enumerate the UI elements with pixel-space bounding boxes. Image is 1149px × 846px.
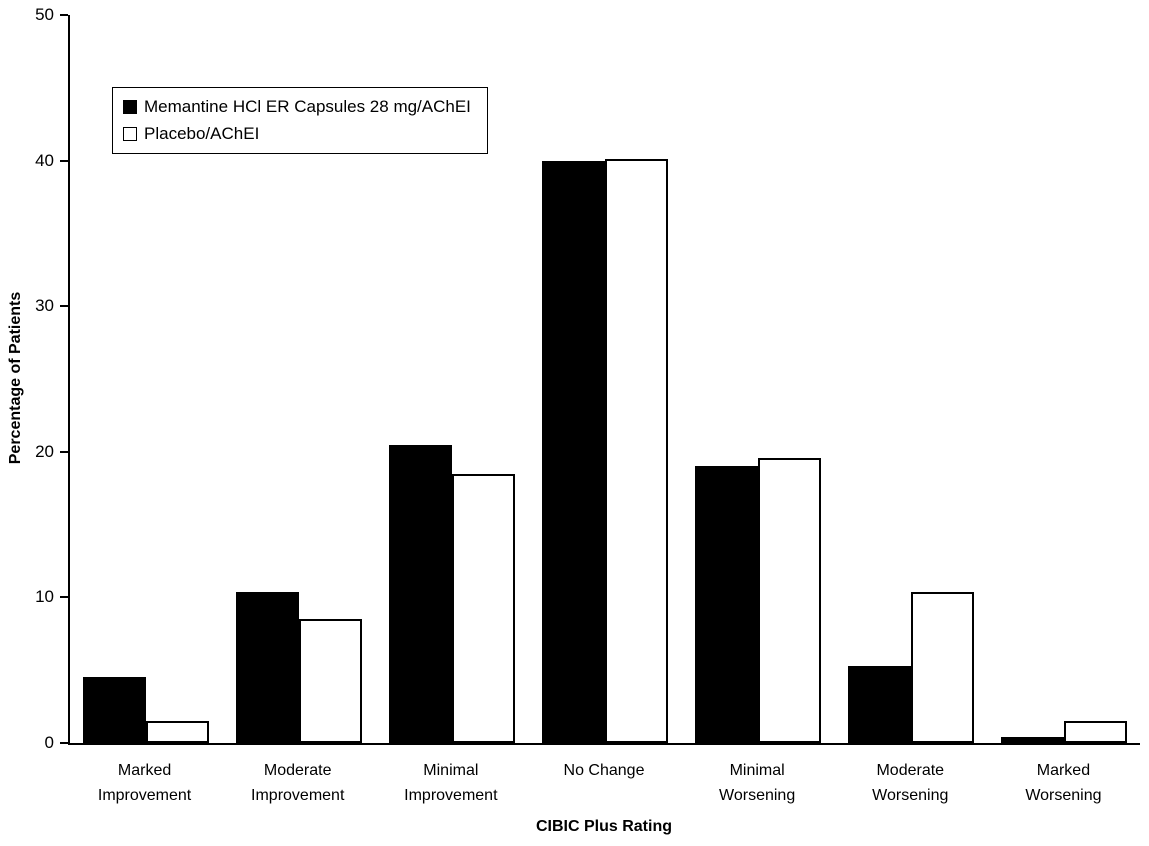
bar	[542, 160, 605, 743]
x-tick-label-line: Moderate	[263, 762, 332, 779]
x-tick-label: No Change	[527, 758, 680, 808]
legend: Memantine HCl ER Capsules 28 mg/AChEI Pla…	[112, 87, 488, 154]
bars-container	[70, 15, 1140, 743]
x-tick-label: Minimal Improvement	[374, 758, 527, 808]
y-tick-label: 50	[35, 5, 54, 24]
legend-swatch-filled-icon	[123, 100, 137, 114]
bar-group	[223, 15, 376, 743]
x-tick-label-line: Improvement	[97, 787, 192, 804]
x-tick-label-line: Improvement	[404, 787, 498, 804]
bar	[236, 591, 300, 743]
bar	[694, 466, 758, 743]
y-tick-mark	[60, 742, 68, 744]
x-tick-label-line: Minimal	[423, 762, 479, 779]
bar-group	[834, 15, 987, 743]
y-tick-mark	[60, 305, 68, 308]
bar	[83, 677, 147, 743]
x-tick-label-line: Moderate	[876, 762, 945, 779]
bar-group	[681, 15, 834, 743]
y-tick-label: 20	[35, 441, 54, 461]
bar	[389, 444, 453, 743]
x-axis-labels: Marked Improvement Moderate Improvement Mini…	[68, 758, 1140, 808]
bar	[299, 619, 363, 743]
bar-group	[376, 15, 529, 743]
bar	[452, 473, 516, 743]
y-axis-title: Percentage of Patients	[7, 291, 24, 465]
y-tick-label: 30	[35, 296, 54, 316]
bar-group	[987, 15, 1140, 743]
bar	[1063, 721, 1127, 743]
x-tick-label: Minimal Worsening	[681, 758, 834, 808]
plot-area: Memantine HCl ER Capsules 28 mg/AChEI Pla…	[35, 5, 1140, 752]
bar	[757, 457, 821, 743]
x-axis-title: CIBIC Plus Rating	[535, 818, 672, 835]
bar	[605, 159, 668, 743]
legend-swatch-outline-icon	[123, 127, 137, 141]
x-tick-label: Marked Improvement	[68, 758, 221, 808]
x-tick-label-line: No Change	[563, 762, 645, 779]
x-tick-label: Moderate Improvement	[221, 758, 374, 808]
x-tick-label-line: Minimal	[729, 762, 785, 779]
y-tick-mark	[60, 450, 68, 453]
x-tick-label-line: Improvement	[251, 787, 345, 804]
legend-label: Placebo/AChEI	[144, 124, 260, 143]
bar-group	[529, 15, 682, 743]
y-tick-label: 0	[44, 733, 54, 752]
y-tick-label: 40	[35, 150, 54, 170]
bar	[1000, 737, 1064, 743]
x-tick-label: Moderate Worsening	[834, 758, 987, 808]
x-tick-label-line: Worsening	[1025, 787, 1102, 804]
bar-group	[70, 15, 223, 743]
legend-label: Memantine HCl ER Capsules 28 mg/AChEI	[144, 97, 471, 116]
bar	[146, 721, 210, 743]
y-tick-mark	[60, 159, 68, 162]
x-tick-label-line: Marked	[1036, 762, 1091, 779]
x-tick-label-line: Marked	[117, 762, 172, 779]
x-tick-label-line: Worsening	[719, 787, 796, 804]
bar	[910, 591, 974, 743]
legend-item: Placebo/AChEI	[123, 124, 471, 144]
y-tick-label: 10	[35, 587, 54, 607]
bar	[847, 665, 911, 743]
legend-item: Memantine HCl ER Capsules 28 mg/AChEI	[123, 97, 471, 117]
x-tick-label-line: Worsening	[872, 787, 949, 804]
y-tick-mark	[60, 14, 68, 16]
x-tick-label: Marked Worsening	[987, 758, 1140, 808]
y-tick-mark	[60, 596, 68, 599]
